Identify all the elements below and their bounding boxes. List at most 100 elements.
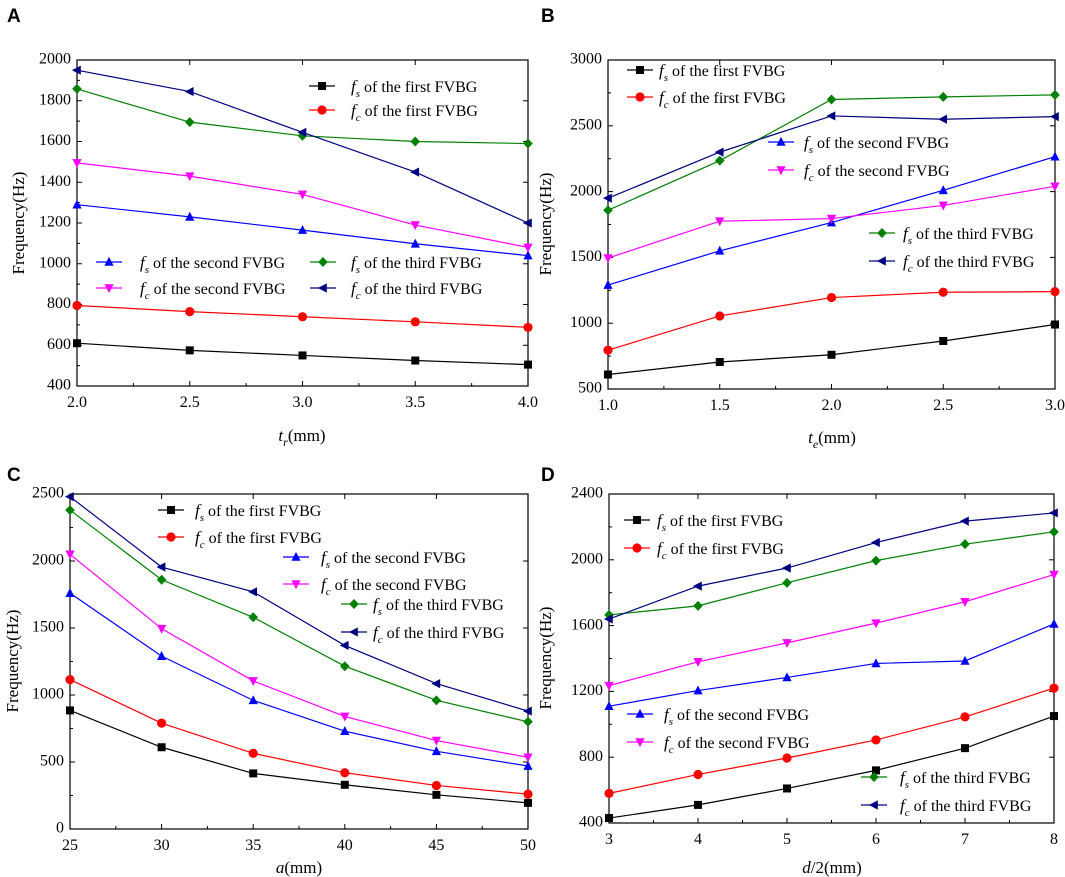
data-point — [602, 193, 612, 203]
legend-entry: fc of the third FVBG — [869, 252, 1035, 275]
legend-entry: fc of the first FVBG — [158, 528, 322, 551]
data-point — [939, 336, 948, 345]
series-3 — [604, 618, 1059, 711]
legend-entry: fs of the first FVBG — [158, 501, 322, 524]
y-axis-label: Frequency(Hz) — [536, 607, 555, 710]
data-point — [938, 201, 948, 211]
data-point — [156, 574, 167, 585]
legend-marker — [104, 284, 114, 294]
legend-marker — [317, 105, 327, 115]
y-tick-label: 2000 — [570, 182, 602, 199]
series-5 — [604, 526, 1059, 620]
y-tick-label: 1200 — [571, 682, 603, 699]
data-point — [960, 712, 970, 722]
data-point — [604, 788, 614, 798]
data-point — [72, 83, 82, 94]
data-point — [871, 619, 881, 629]
data-point — [340, 768, 350, 778]
y-tick-label: 2500 — [570, 116, 602, 133]
x-tick-label: 30 — [154, 837, 170, 854]
data-point — [249, 769, 258, 778]
data-point — [340, 712, 350, 722]
data-point — [1049, 526, 1059, 537]
data-point — [431, 780, 441, 791]
series-4 — [604, 570, 1059, 691]
data-point — [524, 360, 532, 369]
data-point — [410, 167, 420, 177]
legend-marker — [877, 228, 887, 238]
y-axis-label: Frequency(Hz) — [9, 172, 28, 275]
series-line — [69, 709, 529, 804]
legend-entry: fc of the first FVBG — [624, 539, 784, 562]
legend-entry: fs of the third FVBG — [869, 224, 1034, 247]
y-tick-label: 1600 — [571, 616, 603, 633]
legend-label: fs of the third FVBG — [900, 768, 1031, 791]
data-point — [410, 238, 420, 248]
series-line — [69, 496, 529, 712]
series-1 — [73, 339, 532, 369]
y-tick-label: 500 — [578, 380, 602, 397]
legend-entry: fs of the first FVBG — [627, 61, 786, 84]
data-point — [1051, 320, 1059, 329]
data-point — [1050, 182, 1060, 192]
data-point — [604, 701, 614, 711]
data-point — [522, 218, 532, 228]
data-point — [184, 86, 194, 97]
data-point — [184, 117, 195, 128]
legend-label: fc of the second FVBG — [321, 575, 467, 598]
legend-label: fs of the third FVBG — [373, 595, 504, 618]
data-point — [157, 743, 166, 752]
data-point — [66, 706, 74, 715]
data-point — [1049, 111, 1059, 122]
x-tick-label: 1.0 — [598, 397, 618, 414]
data-point — [298, 351, 307, 360]
data-point — [1049, 570, 1059, 580]
legend-label: fs of the first FVBG — [657, 511, 784, 534]
panel-C: C25 30 35 40 45 5005001000150020002500a(mm)Fr… — [3, 465, 536, 877]
x-tick-label: 8 — [1050, 831, 1058, 848]
legend-entry: fc of the third FVBG — [310, 279, 483, 302]
data-point — [959, 516, 969, 526]
data-point — [715, 311, 725, 321]
data-point — [605, 814, 613, 823]
data-point — [431, 736, 441, 746]
data-point — [693, 600, 703, 611]
data-point — [604, 370, 612, 379]
data-point — [938, 287, 948, 297]
legend-label: fs of the third FVBG — [351, 253, 482, 276]
legend-marker — [636, 66, 644, 74]
y-tick-label: 1600 — [39, 132, 71, 149]
x-tick-label: 25 — [62, 837, 78, 854]
legend-entry: fs of the second FVBG — [283, 548, 466, 571]
series-6 — [603, 508, 1058, 624]
y-tick-label: 2000 — [32, 552, 64, 569]
data-point — [603, 279, 613, 289]
legend-entry: fc of the second FVBG — [627, 733, 810, 756]
x-tick-label: 4 — [694, 831, 702, 848]
data-point — [72, 199, 82, 209]
x-tick-label: 6 — [872, 831, 880, 848]
legend-label: fc of the first FVBG — [657, 539, 784, 562]
legend-label: fs of the second FVBG — [321, 548, 466, 571]
legend-marker — [104, 256, 114, 266]
data-point — [872, 766, 880, 775]
data-point — [523, 250, 533, 260]
series-6 — [602, 111, 1059, 203]
data-point — [871, 735, 881, 745]
data-point — [248, 748, 258, 758]
series-2 — [65, 674, 533, 799]
data-point — [782, 753, 792, 763]
data-point — [826, 214, 837, 224]
series-line — [69, 679, 529, 795]
data-point — [960, 597, 970, 607]
legend-entry: fs of the third FVBG — [341, 595, 504, 618]
y-tick-label: 400 — [579, 814, 603, 831]
data-point — [714, 147, 724, 157]
legend-entry: fc of the second FVBG — [768, 161, 950, 184]
panel-letter: A — [7, 6, 21, 27]
legend-entry: fc of the first FVBG — [627, 88, 786, 111]
legend-marker — [291, 551, 301, 561]
data-point — [297, 312, 308, 322]
series-6 — [71, 65, 532, 228]
